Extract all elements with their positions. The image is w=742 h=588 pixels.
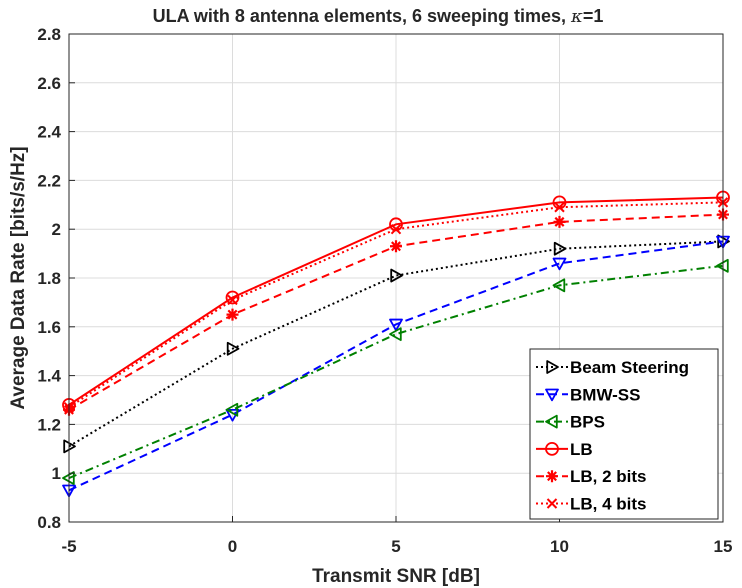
- data-point: [546, 470, 558, 483]
- x-tick-label: 5: [391, 537, 400, 556]
- data-point: [716, 258, 729, 273]
- series-line: [68, 240, 724, 492]
- legend-item: Beam Steering: [536, 358, 689, 377]
- x-tick-label: 15: [714, 537, 733, 556]
- series-line: [68, 201, 724, 409]
- y-tick-label: 2.8: [37, 25, 61, 44]
- x-tick-label: 10: [550, 537, 569, 556]
- legend-item: BPS: [536, 413, 605, 432]
- data-point: [390, 268, 403, 283]
- data-point: [552, 278, 566, 293]
- chart-title: ULA with 8 antenna elements, 6 sweeping …: [153, 6, 604, 27]
- y-tick-label: 1.6: [37, 318, 61, 337]
- data-point: [546, 498, 558, 509]
- x-tick-label: -5: [61, 537, 76, 556]
- series-line: [68, 240, 724, 448]
- legend-item: LB: [536, 440, 593, 459]
- ticks: -5 0 5 10 15 0.8 1 1.2 1.4 1.6 1.8 2 2.2 2.4 2.6 2.8: [37, 25, 732, 556]
- data-point: [717, 234, 730, 249]
- data-point: [546, 360, 559, 374]
- y-tick-label: 2.2: [37, 171, 61, 190]
- y-tick-label: 2.4: [37, 123, 61, 142]
- legend-label: Beam Steering: [570, 358, 689, 377]
- y-tick-label: 1.2: [37, 415, 61, 434]
- data-point: [63, 439, 76, 454]
- y-tick-label: 1.8: [37, 269, 61, 288]
- title-kappa: κ: [570, 6, 583, 27]
- y-tick-label: 1: [52, 464, 61, 483]
- series-line: [68, 264, 724, 480]
- data-point: [225, 402, 239, 417]
- series-line: [68, 196, 724, 406]
- legend-item: LB, 4 bits: [536, 495, 647, 514]
- title-tail: =1: [583, 6, 604, 26]
- title-main: ULA with 8 antenna elements, 6 sweeping …: [153, 6, 571, 26]
- series-beam-steering: [63, 234, 730, 454]
- y-axis-label: Average Data Rate [bits/s/Hz]: [8, 146, 29, 409]
- data-point: [389, 327, 402, 342]
- y-tick-label: 0.8: [37, 513, 61, 532]
- legend-label: BPS: [570, 413, 605, 432]
- data-point: [553, 241, 567, 256]
- data-point: [545, 388, 559, 402]
- data-point: [227, 294, 238, 306]
- y-tick-label: 2: [52, 220, 61, 239]
- data-point: [390, 240, 402, 253]
- data-point: [553, 215, 566, 228]
- data-point: [552, 257, 567, 271]
- legend: Beam Steering BMW-SS BPS LB LB, 2 bits LB, 4 …: [529, 348, 719, 520]
- data-point: [389, 318, 403, 332]
- data-point: [226, 341, 240, 356]
- data-point: [545, 414, 558, 429]
- series-bps: [62, 258, 729, 485]
- legend-item: BMW-SS: [536, 385, 640, 404]
- series-lb: [62, 190, 730, 412]
- data-point: [545, 441, 559, 456]
- legend-label: BMW-SS: [570, 385, 640, 404]
- x-axis-label: Transmit SNR [dB]: [312, 566, 480, 587]
- data-point: [225, 290, 240, 305]
- legend-label: LB, 4 bits: [570, 495, 647, 514]
- data-point: [62, 471, 75, 485]
- x-tick-label: 0: [228, 537, 237, 556]
- data-point: [226, 308, 239, 321]
- legend-item: LB, 2 bits: [536, 467, 647, 486]
- legend-label: LB, 2 bits: [570, 467, 647, 486]
- legend-box: [529, 348, 719, 520]
- y-tick-label: 2.6: [37, 74, 61, 93]
- legend-label: LB: [570, 440, 593, 459]
- series-group: [62, 190, 730, 498]
- data-point: [390, 223, 402, 235]
- data-point: [554, 202, 565, 213]
- y-tick-label: 1.4: [37, 367, 61, 386]
